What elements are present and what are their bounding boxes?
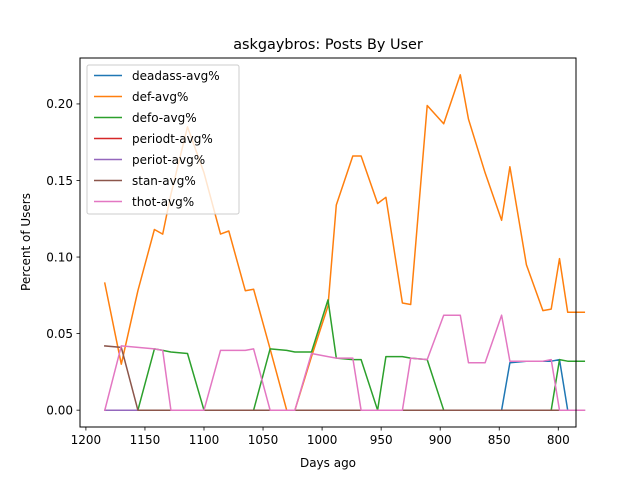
x-tick-label: 1000 (307, 433, 338, 447)
legend-label: deadass-avg% (132, 69, 220, 83)
chart-title: askgaybros: Posts By User (233, 37, 423, 53)
plot-area-frame (79, 57, 577, 428)
x-tick-label: 1100 (189, 433, 220, 447)
legend-label: defo-avg% (132, 111, 197, 125)
y-axis-label: Percent of Users (19, 193, 33, 291)
legend-label: thot-avg% (132, 195, 194, 209)
legend-label: stan-avg% (132, 174, 196, 188)
x-tick-label: 800 (547, 433, 570, 447)
x-tick-label: 850 (488, 433, 511, 447)
y-tick-label: 0.15 (46, 174, 73, 188)
x-axis-ticks: 1200 1150 1100 1050 1000 950 900 850 800 (71, 427, 570, 447)
legend-items: deadass-avg% def-avg% defo-avg% periodt-avg… (94, 69, 220, 209)
x-tick-label: 1150 (130, 433, 161, 447)
legend-label: def-avg% (132, 90, 188, 104)
y-tick-label: 0.05 (46, 327, 73, 341)
x-axis-label: Days ago (300, 456, 356, 470)
legend: deadass-avg% def-avg% defo-avg% periodt-avg… (86, 64, 240, 215)
x-tick-label: 950 (370, 433, 393, 447)
series-line-thot-avg (103, 314, 586, 412)
x-tick-label: 1050 (248, 433, 279, 447)
y-axis-ticks: 0.00 0.05 0.10 0.15 0.20 (46, 97, 80, 417)
y-tick-label: 0.00 (46, 403, 73, 417)
y-tick-label: 0.10 (46, 250, 73, 264)
y-tick-label: 0.20 (46, 97, 73, 111)
x-tick-label: 900 (429, 433, 452, 447)
legend-label: periot-avg% (132, 153, 205, 167)
x-tick-label: 1200 (71, 433, 102, 447)
legend-box (86, 64, 240, 215)
legend-label: periodt-avg% (132, 132, 213, 146)
